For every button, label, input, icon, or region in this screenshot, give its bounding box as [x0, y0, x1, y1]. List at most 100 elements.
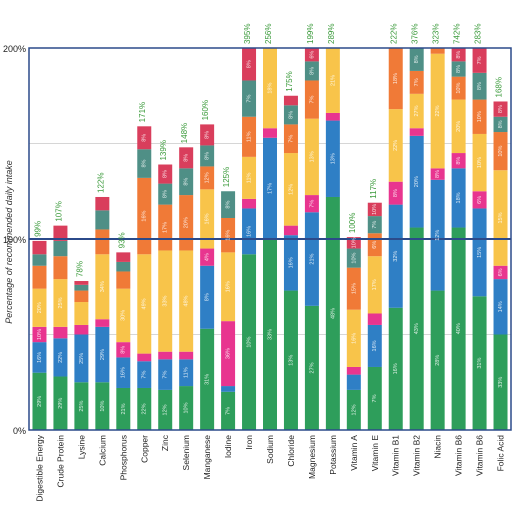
- bar-segment: [346, 237, 361, 249]
- bar-segment: [325, 120, 340, 197]
- bar-segment: [242, 116, 257, 157]
- segment-label: 8%: [456, 157, 462, 165]
- bar-segment: [283, 290, 298, 430]
- bar-segment: [200, 189, 215, 249]
- bar-segment: [283, 105, 298, 125]
- bar-segment: [472, 208, 487, 297]
- bar-segment: [283, 153, 298, 226]
- bar-segment: [53, 326, 68, 339]
- segment-label: 15%: [351, 283, 357, 294]
- bar-segment: [409, 93, 424, 129]
- segment-label: 7%: [288, 135, 294, 143]
- segment-label: 13%: [330, 153, 336, 164]
- bar-segment: [346, 248, 361, 268]
- bar-total-label: 117%: [369, 179, 378, 199]
- segment-label: 12%: [288, 184, 294, 195]
- bar-total-label: 171%: [138, 102, 147, 122]
- segment-label: 15%: [477, 247, 483, 258]
- bar-segment: [493, 116, 508, 133]
- segment-label: 12%: [435, 230, 441, 241]
- bar-segment: [472, 296, 487, 430]
- bar-segment: [116, 357, 131, 388]
- bar-segment: [367, 313, 382, 325]
- bar-segment: [242, 254, 257, 430]
- bar-segment: [325, 196, 340, 430]
- segment-label: 40%: [456, 323, 462, 334]
- bar-segment: [74, 334, 89, 383]
- bar-total-label: 107%: [54, 201, 63, 221]
- bar-segment: [304, 305, 319, 430]
- bar-segment: [179, 386, 194, 430]
- bar-segment: [74, 284, 89, 291]
- segment-label: 7%: [142, 371, 148, 379]
- bar-segment: [493, 132, 508, 171]
- bar-total-label: 93%: [117, 232, 126, 248]
- segment-label: 18%: [456, 192, 462, 203]
- segment-label: 18%: [393, 73, 399, 84]
- segment-label: 11%: [184, 367, 190, 378]
- bar-segment: [116, 342, 131, 358]
- bar-segment: [74, 382, 89, 430]
- segment-label: 8%: [498, 120, 504, 128]
- segment-label: 29%: [58, 398, 64, 409]
- bar-segment: [283, 124, 298, 154]
- bar-segment: [200, 328, 215, 430]
- bar-total-label: 122%: [96, 173, 105, 193]
- segment-label: 17%: [267, 183, 273, 194]
- y-tick-label: 100%: [3, 235, 26, 245]
- segment-label: 10%: [477, 111, 483, 122]
- bar-segment: [221, 252, 236, 322]
- bar-total-label: 742%: [453, 24, 462, 44]
- bar-segment: [116, 387, 131, 430]
- bar-segment: [409, 135, 424, 228]
- bar-segment: [242, 156, 257, 199]
- segment-label: 7%: [372, 221, 378, 229]
- segment-label: 10%: [184, 402, 190, 413]
- bar-segment: [179, 195, 194, 251]
- segment-label: 7%: [372, 394, 378, 402]
- bar-segment: [493, 265, 508, 280]
- bar-segment: [32, 326, 47, 343]
- bar-segment: [283, 225, 298, 236]
- category-label: Calcium: [97, 435, 107, 466]
- bar-segment: [388, 307, 403, 430]
- bar-segment: [53, 240, 68, 257]
- bar-segment: [325, 112, 340, 121]
- segment-label: 48%: [184, 295, 190, 306]
- segment-label: 48%: [330, 308, 336, 319]
- segment-label: 7%: [414, 78, 420, 86]
- category-label: Vitamin B1: [391, 435, 401, 476]
- bar-segment: [493, 170, 508, 266]
- segment-label: 8%: [498, 105, 504, 113]
- segment-label: 8%: [163, 170, 169, 178]
- bar-segment: [221, 391, 236, 430]
- bar-segment: [158, 359, 173, 390]
- y-tick-label: 200%: [3, 44, 26, 54]
- segment-label: 8%: [184, 178, 190, 186]
- bar-segment: [346, 267, 361, 310]
- bar-segment: [74, 324, 89, 335]
- segment-label: 21%: [330, 75, 336, 86]
- bar-segment: [472, 99, 487, 134]
- segment-label: 8%: [393, 189, 399, 197]
- bar-segment: [137, 254, 152, 354]
- bar-total-label: 148%: [180, 123, 189, 143]
- bar-segment: [325, 48, 340, 113]
- segment-label: 16%: [288, 257, 294, 268]
- bar-segment: [367, 256, 382, 314]
- segment-label: 7%: [246, 95, 252, 103]
- segment-label: 8%: [456, 51, 462, 59]
- bar-segment: [346, 389, 361, 430]
- bar-segment: [95, 210, 110, 230]
- segment-label: 21%: [121, 403, 127, 414]
- bar-segment: [200, 265, 215, 329]
- segment-label: 10%: [477, 157, 483, 168]
- segment-label: 29%: [37, 396, 43, 407]
- segment-label: 8%: [205, 152, 211, 160]
- segment-label: 12%: [205, 172, 211, 183]
- category-label: Crude Protein: [55, 435, 65, 488]
- bar-total-label: 289%: [327, 24, 336, 44]
- segment-label: 22%: [142, 403, 148, 414]
- segment-label: 30%: [121, 310, 127, 321]
- bar-segment: [137, 353, 152, 362]
